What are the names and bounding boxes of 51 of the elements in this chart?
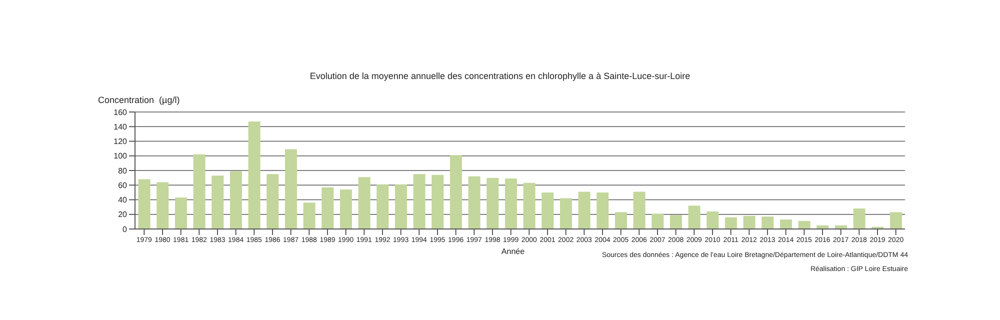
bar	[284, 149, 297, 229]
bar	[248, 122, 260, 229]
bar	[743, 216, 756, 229]
bar	[633, 192, 646, 229]
bar	[303, 202, 316, 229]
bar	[230, 171, 242, 229]
y-tick-label: 40	[118, 196, 128, 205]
y-tick-label: 60	[118, 180, 128, 190]
bar	[394, 184, 407, 229]
bar	[670, 215, 682, 229]
bar	[432, 174, 444, 229]
bar	[266, 174, 279, 229]
bar	[596, 192, 609, 229]
bar	[688, 206, 700, 229]
bar	[193, 154, 206, 229]
bar	[652, 214, 664, 229]
y-tick-label: 160	[114, 108, 128, 117]
bar	[724, 217, 737, 229]
x-axis-title: Année	[500, 247, 526, 256]
chart-title: Evolution de la moyenne annuelle des concentrations en chlorophylle a à Sainte-Luce-sur-Loire	[308, 71, 692, 81]
bar	[413, 174, 426, 229]
y-tick-label: 120	[114, 137, 128, 146]
bar	[138, 179, 150, 229]
y-tick-label: 140	[114, 122, 128, 132]
bar	[706, 211, 719, 229]
bar	[560, 198, 572, 229]
bar	[486, 178, 499, 229]
bar	[156, 182, 169, 229]
bar	[762, 216, 774, 229]
bar	[450, 155, 462, 229]
y-axis-title: Concentration (µg/l)	[98, 95, 180, 105]
bar	[578, 192, 590, 229]
bar	[504, 178, 517, 229]
bar	[780, 219, 792, 229]
y-tick-label: 80	[118, 166, 128, 176]
bar	[798, 220, 810, 229]
bar	[174, 198, 187, 229]
bar	[542, 192, 554, 229]
bar	[376, 184, 389, 229]
bar	[468, 176, 480, 229]
y-tick-label: 0	[122, 224, 128, 234]
bar	[358, 177, 370, 229]
bar	[212, 176, 224, 229]
bar	[890, 212, 902, 229]
bar	[853, 208, 866, 229]
bar	[614, 212, 627, 229]
bar	[340, 190, 352, 229]
y-tick-label: 20	[118, 210, 128, 220]
y-tick-label: 100	[114, 152, 128, 161]
bar	[523, 182, 536, 229]
bar	[322, 187, 334, 229]
